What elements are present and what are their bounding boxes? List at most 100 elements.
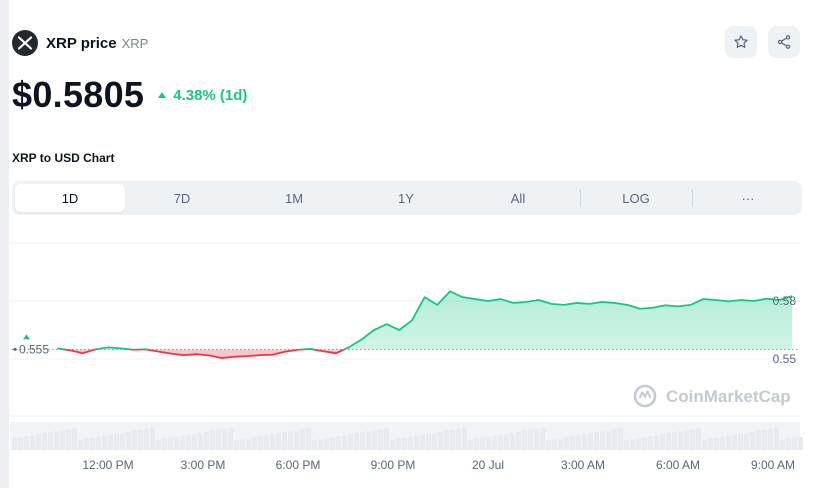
x-tick-label: 3:00 AM [561,458,605,472]
more-options-button[interactable]: ··· [741,190,755,206]
price-point [487,300,489,302]
volume-bar [18,437,23,450]
volume-bar [402,438,407,450]
volume-bar [294,430,299,450]
volume-bar [36,434,41,450]
x-tick-label: 3:00 PM [181,458,226,472]
volume-bar [276,433,281,450]
price-point [614,302,616,304]
volume-bar [204,432,209,450]
volume-bar [258,436,263,450]
price-point [132,349,134,351]
volume-bar [144,429,149,450]
tab-divider [692,189,693,207]
volume-bar [534,429,539,450]
price-point [208,355,210,357]
tab-all[interactable]: All [510,190,526,206]
volume-bar [222,429,227,450]
volume-bar [396,439,401,450]
volume-bar [414,436,419,450]
volume-bar [252,437,257,450]
volume-bar [660,434,665,450]
volume-bar [702,440,707,450]
price-point [563,304,565,306]
volume-bar [42,433,47,450]
price-point [652,307,654,309]
volume-bar [726,436,731,450]
volume-bar [180,436,185,450]
volume-bar [228,428,233,450]
watchlist-button[interactable] [725,26,757,58]
price-change-badge: 4.38% (1d) [158,87,247,104]
price-area-positive [57,291,792,350]
price-point [538,299,540,301]
price-point [424,296,426,298]
price-point [246,355,248,357]
volume-bar [378,429,383,450]
volume-bar [96,437,101,450]
tab-1y[interactable]: 1Y [398,190,414,206]
price-point [145,348,147,350]
price-point [677,306,679,308]
volume-bar [330,437,335,450]
price-point [107,347,109,349]
tab-1d[interactable]: 1D [15,184,125,212]
volume-bar [234,440,239,450]
volume-bar [300,429,305,450]
volume-bar [540,428,545,450]
volume-bar [774,428,779,450]
volume-bar [600,431,605,450]
price-point [310,348,312,350]
tab-1m[interactable]: 1M [284,190,304,206]
price-point [170,353,172,355]
price-point [576,302,578,304]
volume-bar [480,438,485,450]
volume-bar [438,432,443,450]
volume-bar [564,437,569,450]
price-point [728,300,730,302]
volume-bar [318,439,323,450]
price-point [702,298,704,300]
price-chart[interactable]: 0.555 0.58 0.55 CoinMarketCap 12:00 PM 3:0… [0,230,818,493]
coinmarketcap-logo-icon [633,384,657,408]
volume-bar [750,432,755,450]
x-tick-label: 9:00 AM [751,458,795,472]
volume-bar [492,436,497,450]
volume-bar [516,432,521,450]
price-point [474,298,476,300]
volume-bar [642,437,647,450]
volume-bar [132,431,137,450]
volume-bar [756,431,761,450]
volume-bar [186,435,191,450]
price-point [221,357,223,359]
price-point [234,356,236,358]
price-point [183,354,185,356]
volume-bar [282,432,287,450]
price-point [348,347,350,349]
price-point [373,329,375,331]
tab-log[interactable]: LOG [622,190,650,206]
volume-bar [240,439,245,450]
volume-bar [624,440,629,450]
volume-bar [552,439,557,450]
price-point [297,349,299,351]
price-point [398,329,400,331]
tab-7d[interactable]: 7D [173,190,191,206]
volume-bar [462,428,467,450]
volume-bar [576,435,581,450]
volume-bar [780,440,785,450]
volume-bar [792,438,797,450]
volume-bar [450,430,455,450]
share-button[interactable] [768,26,800,58]
volume-bar [156,440,161,450]
volume-bar [108,435,113,450]
chart-range-tabs: 1D 7D 1M 1Y All LOG ··· [12,181,802,215]
price-row: $0.5805 4.38% (1d) [12,74,247,116]
coin-header: XRP price XRP [12,30,148,56]
watermark-text: CoinMarketCap [666,387,791,406]
volume-bar [570,436,575,450]
price-point [626,304,628,306]
volume-bar [336,436,341,450]
price-area-negative [63,349,345,359]
volume-bar [390,440,395,450]
